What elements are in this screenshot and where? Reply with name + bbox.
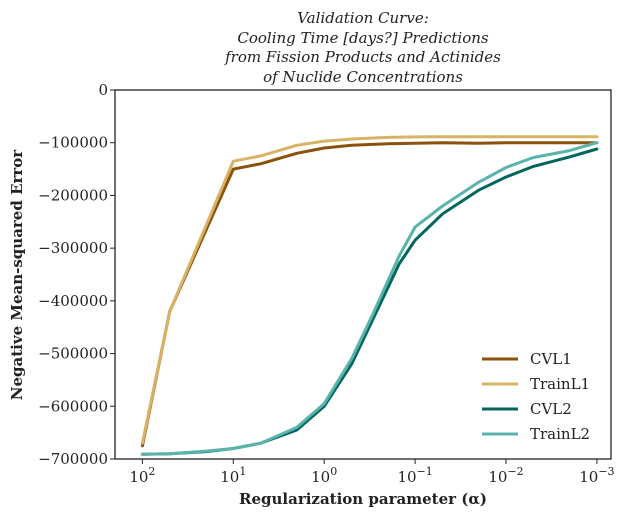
x-axis-ticks: 102 101 100 10−1 10−2 10−3 (129, 459, 615, 486)
legend-label-trainl1: TrainL1 (530, 375, 590, 393)
y-tick-label: −300000 (38, 239, 108, 257)
y-tick-label: −200000 (38, 186, 108, 204)
plot-frame (114, 89, 612, 460)
legend-label-trainl2: TrainL2 (530, 425, 590, 443)
x-axis-label: Regularization parameter (α) (239, 490, 487, 508)
series-line-cvl1 (140, 141, 599, 448)
legend-label-cvl1: CVL1 (530, 350, 572, 368)
chart-title: Validation Curve: Cooling Time [days?] P… (224, 9, 501, 86)
x-tick-label: 10−2 (488, 465, 523, 486)
legend-label-cvl2: CVL2 (530, 400, 572, 418)
y-tick-label: −600000 (38, 397, 108, 415)
x-tick-label: 101 (220, 465, 246, 486)
y-tick-label: 0 (98, 81, 108, 99)
chart-title-line-1: Validation Curve: (297, 9, 429, 27)
x-tick-label: 10−3 (579, 465, 614, 486)
chart-title-line-2: Cooling Time [days?] Predictions (237, 29, 489, 47)
y-axis-label: Negative Mean-squared Error (8, 149, 26, 401)
chart-title-line-3: from Fission Products and Actinides (224, 48, 501, 66)
x-tick-label: 102 (129, 465, 155, 486)
y-tick-label: −700000 (38, 450, 108, 468)
y-tick-label: −100000 (38, 134, 108, 152)
y-axis-ticks: 0 −100000 −200000 −300000 −400000 −500000 −600… (38, 81, 115, 468)
x-tick-label: 10−1 (397, 465, 432, 486)
y-tick-label: −400000 (38, 292, 108, 310)
series-line-trainl2 (140, 141, 599, 456)
series-line-trainl1 (140, 135, 599, 445)
y-tick-label: −500000 (38, 345, 108, 363)
series-layer (140, 135, 599, 456)
series-line-cvl2 (140, 147, 599, 456)
legend: CVL1 TrainL1 CVL2 TrainL2 (482, 350, 590, 443)
x-tick-label: 100 (311, 465, 337, 486)
chart-title-line-4: of Nuclide Concentrations (263, 68, 463, 86)
